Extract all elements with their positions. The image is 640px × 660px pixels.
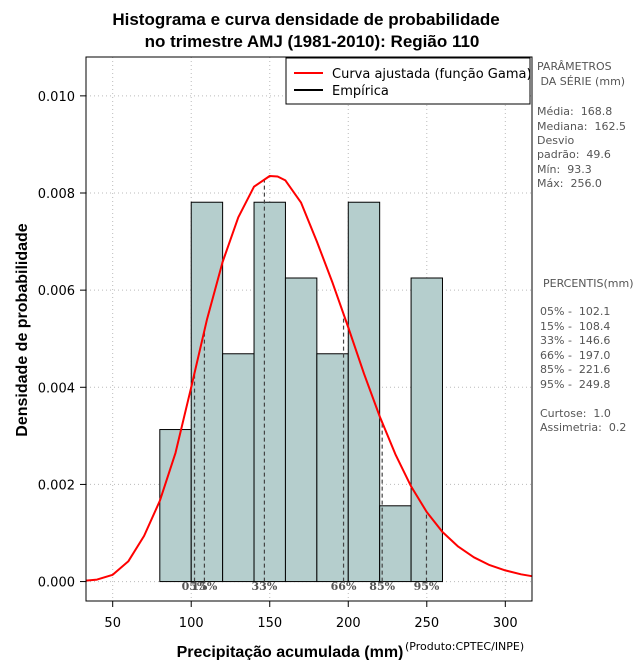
chart-title-line2: no trimestre AMJ (1981-2010): Região 110 <box>145 32 480 51</box>
percentis-title: PERCENTIS(mm) <box>543 277 634 290</box>
y-tick-label-4: 0.008 <box>38 187 75 202</box>
param-max: Máx: 256.0 <box>537 177 602 190</box>
credit-label: (Produto:CPTEC/INPE) <box>405 640 524 653</box>
histogram-bar-4 <box>284 277 318 583</box>
x-axis-ticks: 50 100 150 200 250 300 <box>104 601 518 631</box>
plot-frame <box>85 56 533 602</box>
histogram-bar-7 <box>379 505 412 583</box>
y-tick-label-0: 0.000 <box>38 576 75 591</box>
histogram-bar-2 <box>222 353 255 583</box>
param-mediana: Mediana: 162.5 <box>537 120 626 133</box>
gamma-curve-group <box>85 175 533 582</box>
x-tick-label-3: 200 <box>336 616 361 631</box>
y-tick-label-2: 0.004 <box>38 381 75 396</box>
x-tick-label-5: 300 <box>493 616 518 631</box>
stat-curtose: Curtose: 1.0 <box>540 407 611 420</box>
param-min: Mín: 93.3 <box>537 163 592 176</box>
pct-66: 66% - 197.0 <box>540 349 611 362</box>
y-axis-ticks: 0.000 0.002 0.004 0.006 0.008 0.010 <box>38 90 86 591</box>
param-desvio-1: Desvio <box>537 134 575 147</box>
y-tick-label-5: 0.010 <box>38 90 75 105</box>
percentile-label-5: 95% <box>414 580 440 593</box>
pct-15: 15% - 108.4 <box>540 320 611 333</box>
percentile-label-0: 05% <box>182 580 208 593</box>
legend: Curva ajustada (função Gama) Empírica <box>285 57 532 105</box>
pct-95: 95% - 249.8 <box>540 378 611 391</box>
stat-assimetria: Assimetria: 0.2 <box>540 421 627 434</box>
histogram-bar-6 <box>347 201 381 583</box>
percentile-label-1: 15% <box>192 580 218 593</box>
param-desvio-2: padrão: 49.6 <box>537 148 611 161</box>
x-axis-label: Precipitação acumulada (mm) <box>177 644 404 660</box>
percentile-lines: 05%15% 33% 66% 85% 95% <box>182 179 440 593</box>
x-tick-label-0: 50 <box>104 616 121 631</box>
x-tick-label-1: 100 <box>179 616 204 631</box>
legend-empirica-label: Empírica <box>332 84 389 99</box>
histogram-bar-1 <box>190 201 224 583</box>
y-tick-label-1: 0.002 <box>38 478 75 493</box>
pct-85: 85% - 221.6 <box>540 363 611 376</box>
pct-33: 33% - 146.6 <box>540 334 611 347</box>
y-tick-label-3: 0.006 <box>38 284 75 299</box>
param-media: Média: 168.8 <box>537 105 613 118</box>
x-tick-label-2: 150 <box>257 616 282 631</box>
histogram-bars <box>159 201 443 583</box>
x-tick-label-4: 250 <box>414 616 439 631</box>
percentile-label-2: 33% <box>252 580 278 593</box>
gamma-curve-line <box>85 175 533 582</box>
legend-curve-label: Curva ajustada (função Gama) <box>332 67 532 82</box>
chart-title-line1: Histograma e curva densidade de probabil… <box>112 10 499 29</box>
legend-box <box>285 57 531 105</box>
params-title-2: DA SÉRIE (mm) <box>537 75 626 88</box>
percentile-label-3: 66% <box>331 580 357 593</box>
params-title-1: PARÂMETROS <box>537 60 612 73</box>
percentile-label-4: 85% <box>369 580 395 593</box>
y-axis-label: Densidade de probabilidade <box>14 223 31 436</box>
pct-05: 05% - 102.1 <box>540 305 611 318</box>
histogram-bar-3 <box>253 201 286 583</box>
